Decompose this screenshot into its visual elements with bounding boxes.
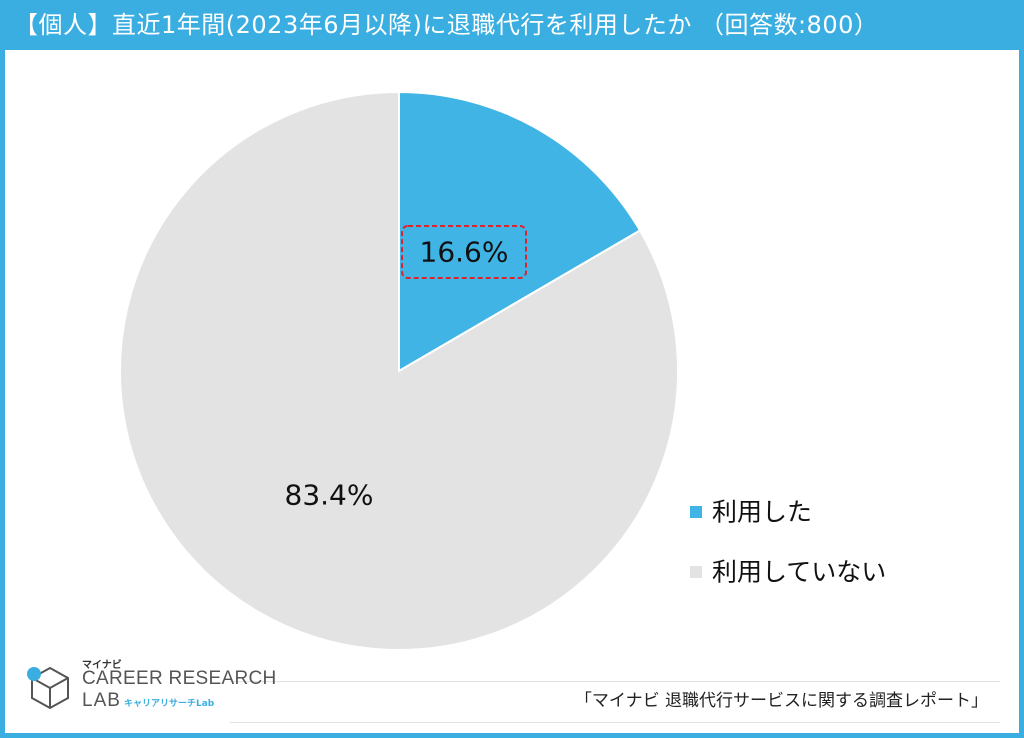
logo-line1: CAREER RESEARCH <box>82 668 277 689</box>
logo-brand: マイナビ <box>82 660 122 671</box>
pie-data-labels: 16.6% 83.4% <box>285 225 527 512</box>
legend-swatch-2 <box>690 566 702 578</box>
logo-sub: キャリアリサーチLab <box>124 699 215 709</box>
legend-swatch-1 <box>690 506 702 518</box>
pie-slice-1 <box>398 90 642 373</box>
chart-title: 【個人】直近1年間(2023年6月以降)に退職代行を利用したか （回答数:800… <box>0 0 1024 50</box>
pie-slice-2 <box>119 90 679 651</box>
legend-label-1: 利用した <box>712 498 812 527</box>
legend-label-2: 利用していない <box>712 558 886 587</box>
source-note: 「マイナビ 退職代行サービスに関する調査レポート」 <box>574 691 988 711</box>
data-label-1: 16.6% <box>420 236 509 269</box>
pie-slices <box>119 90 679 651</box>
career-research-lab-logo: マイナビ CAREER RESEARCH LAB キャリアリサーチLab <box>24 656 276 722</box>
data-label-2: 83.4% <box>285 479 374 512</box>
cube-logo-icon <box>27 666 69 710</box>
highlight-box <box>401 225 527 279</box>
footer-divider-bottom <box>230 722 1000 723</box>
footer-divider-top <box>230 681 1000 682</box>
logo-line2: LAB <box>82 690 121 711</box>
